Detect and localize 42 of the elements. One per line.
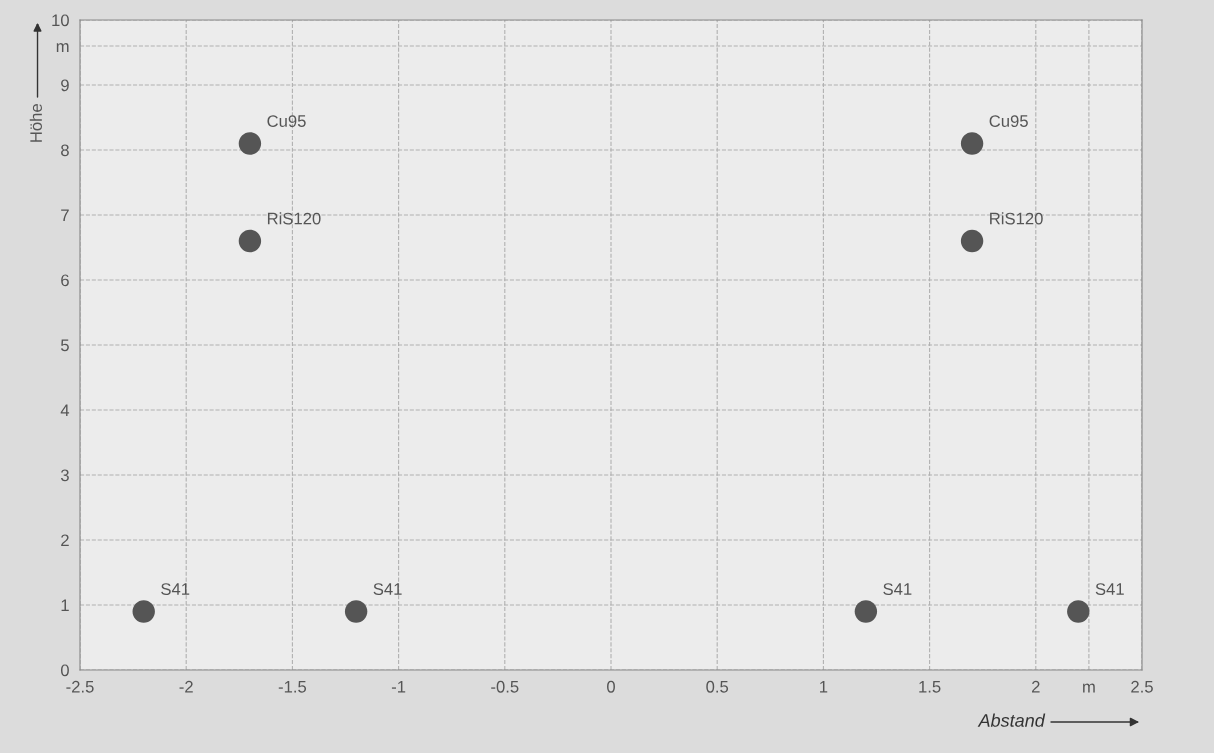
annotation: RiS120: [267, 212, 321, 225]
y-tick-label: 6: [61, 274, 69, 287]
x-tick-label: -1: [391, 681, 406, 693]
point: [960, 229, 984, 253]
annotation: Cu95: [989, 115, 1028, 127]
y-axis-title: Höhe: [29, 104, 42, 142]
annotation: S41: [1095, 583, 1124, 595]
annotation: S41: [373, 583, 402, 595]
x-tick-label: 1.5: [919, 681, 941, 693]
point: [238, 132, 262, 155]
x-axis-title: Abstand: [977, 713, 1046, 727]
point: [344, 600, 368, 623]
point: [1067, 600, 1090, 623]
y-tick-label: 1: [61, 599, 69, 612]
y-tick-label: m: [56, 43, 69, 53]
point: [132, 600, 155, 623]
x-tick-label: -1.5: [278, 681, 307, 693]
annotation: S41: [161, 583, 190, 595]
y-tick-label: 8: [61, 144, 69, 157]
y-tick-label: 4: [60, 404, 70, 417]
annotation: Cu95: [267, 115, 306, 127]
annotation: S41: [883, 583, 912, 595]
point: [238, 229, 262, 253]
x-tick-label: -2.5: [66, 680, 94, 693]
y-tick-label: 2: [61, 534, 69, 547]
x-tick-label: m: [1083, 683, 1095, 693]
x-tick-label: -0.5: [491, 680, 519, 693]
y-tick-label: 0: [60, 664, 69, 677]
x-tick-label: 0.5: [706, 680, 729, 693]
x-tick-label: -2: [179, 680, 193, 693]
x-tick-label: 0: [607, 680, 615, 693]
x-tick-label: 1: [820, 681, 828, 693]
y-tick-label: 7: [61, 209, 69, 222]
y-tick-label: 10: [52, 14, 69, 27]
y-tick-label: 9: [61, 79, 69, 92]
annotation: RiS120: [990, 212, 1043, 225]
x-tick-label: 2: [1032, 680, 1040, 693]
x-tick-label: 2.5: [1131, 680, 1153, 693]
point: [960, 132, 984, 155]
point: [854, 600, 878, 623]
y-tick-label: 5: [60, 339, 69, 352]
y-tick-label: 3: [60, 469, 69, 482]
